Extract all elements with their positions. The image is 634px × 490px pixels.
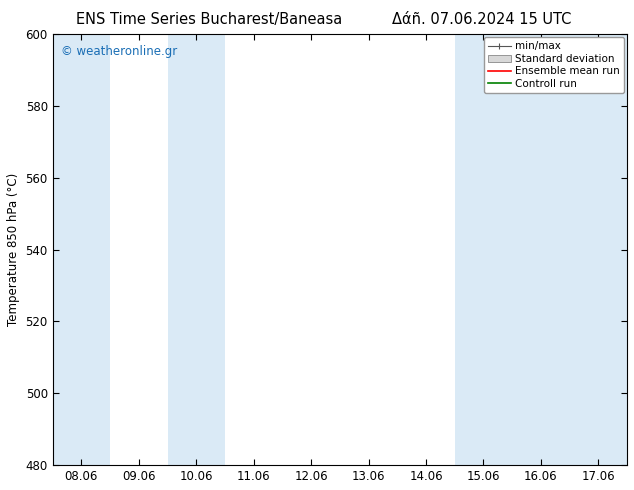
Bar bbox=[512, 34, 569, 465]
Bar bbox=[455, 34, 512, 465]
Text: Δάñ. 07.06.2024 15 UTC: Δάñ. 07.06.2024 15 UTC bbox=[392, 12, 571, 27]
Legend: min/max, Standard deviation, Ensemble mean run, Controll run: min/max, Standard deviation, Ensemble me… bbox=[484, 37, 624, 93]
Y-axis label: Temperature 850 hPa (°C): Temperature 850 hPa (°C) bbox=[7, 173, 20, 326]
Bar bbox=[569, 34, 627, 465]
Text: © weatheronline.gr: © weatheronline.gr bbox=[61, 45, 178, 58]
Bar bbox=[167, 34, 225, 465]
Text: ENS Time Series Bucharest/Baneasa: ENS Time Series Bucharest/Baneasa bbox=[76, 12, 342, 27]
Bar bbox=[53, 34, 110, 465]
